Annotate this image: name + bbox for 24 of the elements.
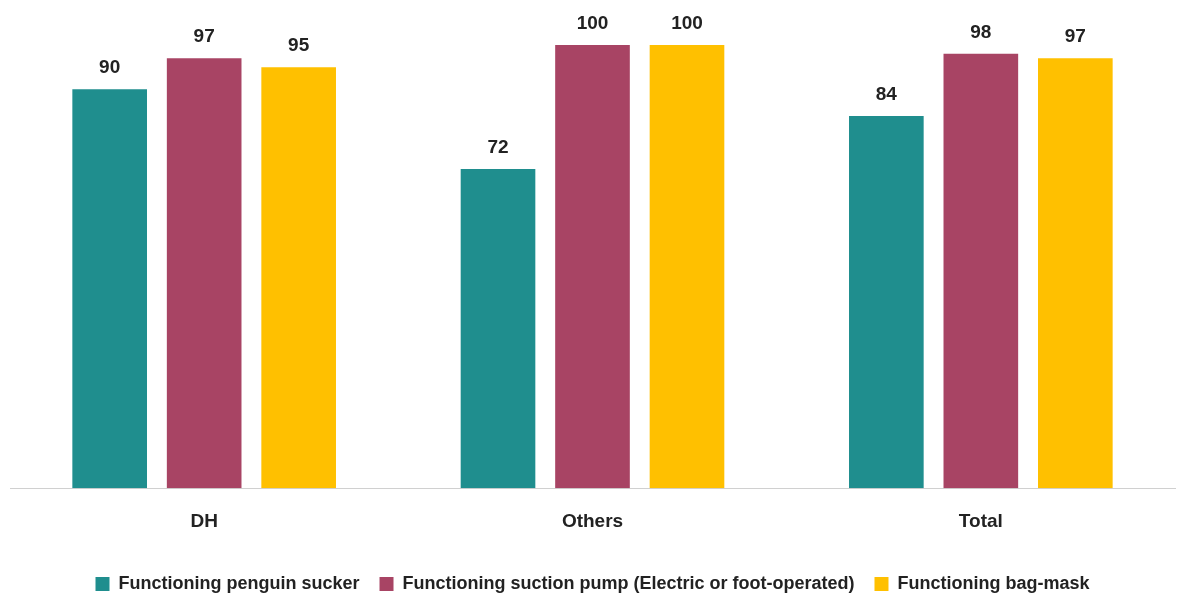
data-label: 98 <box>970 20 992 42</box>
legend-label: Functioning penguin sucker <box>118 572 360 593</box>
bar <box>460 169 536 489</box>
bar <box>166 58 242 489</box>
data-label: 84 <box>875 82 898 104</box>
data-label: 100 <box>671 11 703 33</box>
x-tick-label: DH <box>190 509 218 531</box>
data-label: 72 <box>487 135 509 157</box>
data-label: 95 <box>288 33 310 55</box>
bar <box>1038 58 1113 489</box>
bar <box>72 89 147 489</box>
x-tick-label: Others <box>561 509 624 531</box>
x-tick-label: Total <box>958 509 1003 531</box>
data-label: 97 <box>1064 25 1086 47</box>
data-label: 100 <box>576 11 609 33</box>
bar <box>555 45 630 489</box>
data-label: 90 <box>99 56 121 78</box>
bar <box>261 67 336 489</box>
bar <box>649 45 725 489</box>
legend-label: Functioning suction pump (Electric or foot-operated) <box>402 572 855 593</box>
bar <box>849 115 924 489</box>
legend-label: Functioning bag-mask <box>897 572 1091 593</box>
data-label: 97 <box>193 25 215 47</box>
bar <box>943 53 1019 489</box>
